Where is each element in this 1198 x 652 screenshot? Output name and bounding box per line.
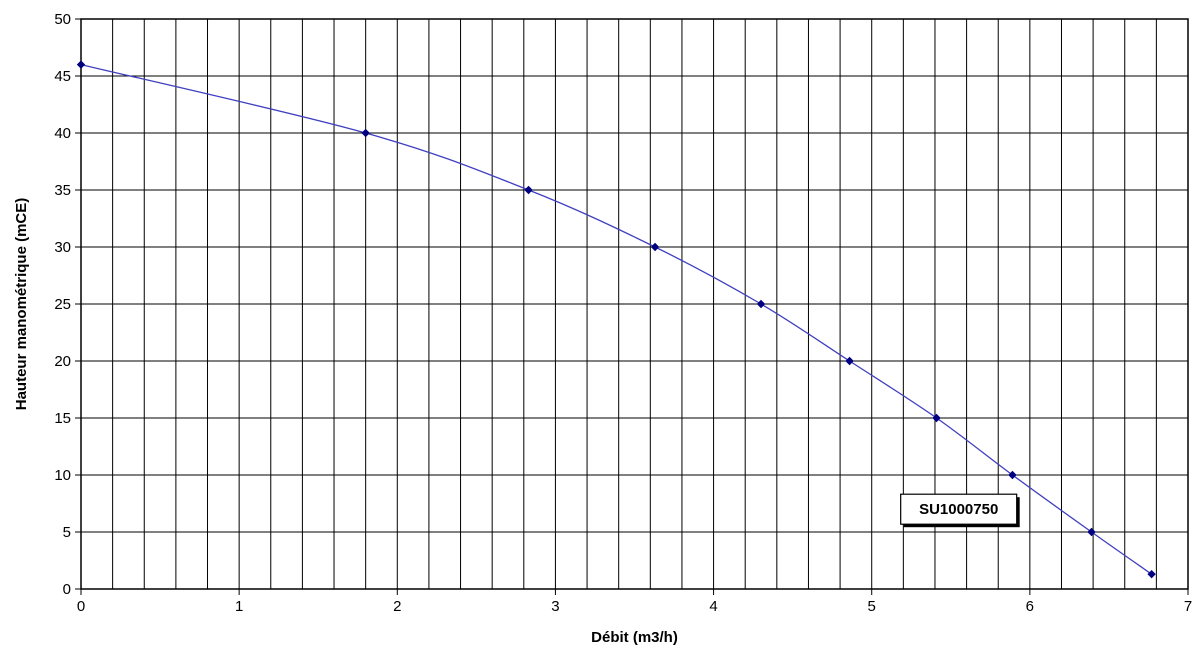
y-tick-label: 10 [54, 467, 71, 484]
y-tick-label: 0 [63, 581, 71, 598]
data-point-marker [1087, 527, 1096, 537]
x-tick-label: 0 [77, 598, 85, 615]
data-point-marker [650, 242, 660, 252]
series [76, 60, 1156, 579]
y-tick-label: 50 [54, 11, 71, 28]
annotations: SU1000750 [900, 493, 1020, 528]
data-point-marker [756, 299, 766, 309]
x-tick-label: 3 [551, 598, 559, 615]
y-tick-label: 45 [54, 68, 71, 85]
data-point-marker [932, 413, 941, 423]
annotation-box [900, 493, 1018, 525]
data-point-marker [76, 60, 86, 69]
y-tick-label: 5 [63, 524, 71, 541]
y-axis-title: Hauteur manométrique (mCE) [13, 198, 30, 411]
x-tick-label: 4 [709, 598, 717, 615]
data-point-marker [1147, 569, 1156, 579]
grid [81, 19, 1188, 589]
data-point-marker [361, 128, 370, 138]
annotation-label: SU1000750 [900, 493, 1020, 528]
data-point-marker [1008, 470, 1017, 480]
x-tick-label: 1 [235, 598, 243, 615]
axes [75, 18, 1189, 595]
y-tick-label: 30 [54, 239, 71, 256]
x-tick-label: 5 [868, 598, 876, 615]
y-tick-label: 20 [54, 353, 71, 370]
y-tick-label: 25 [54, 296, 71, 313]
x-tick-label: 2 [393, 598, 401, 615]
y-tick-label: 15 [54, 410, 71, 427]
annotation-text: SU1000750 [919, 501, 998, 518]
y-tick-label: 35 [54, 182, 71, 199]
x-axis-title: Débit (m3/h) [591, 629, 678, 646]
data-point-marker [524, 185, 533, 195]
y-tick-label: 40 [54, 125, 71, 142]
x-tick-label: 7 [1184, 598, 1192, 615]
x-tick-label: 6 [1026, 598, 1034, 615]
data-point-marker [845, 356, 854, 366]
